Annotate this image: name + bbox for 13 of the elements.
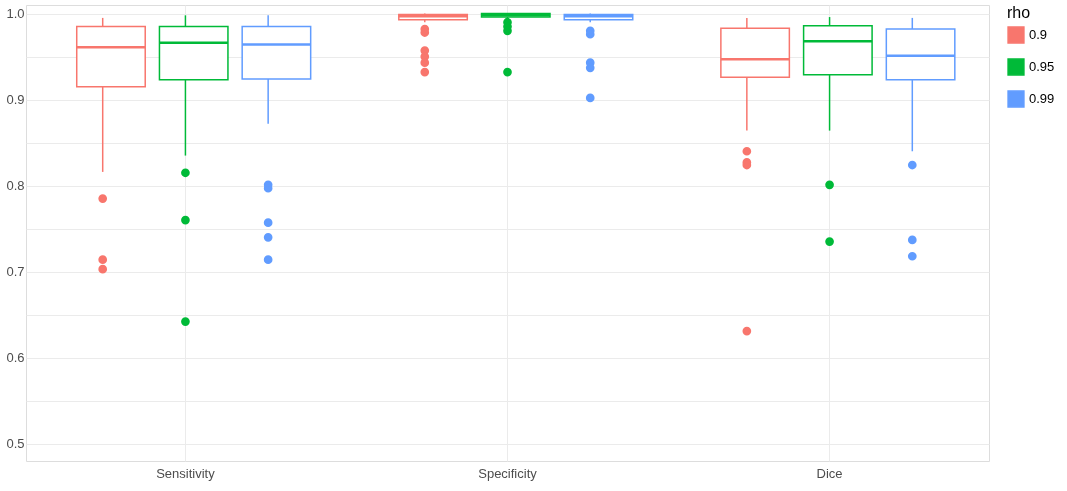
y-tick-label: 0.7 bbox=[6, 264, 25, 280]
y-tick-label: 0.8 bbox=[6, 178, 25, 194]
x-tick-label: Sensitivity bbox=[156, 465, 216, 481]
legend-label: 0.99 bbox=[1029, 91, 1055, 106]
y-tick-label: 0.6 bbox=[6, 350, 25, 366]
y-tick-label: 0.5 bbox=[6, 436, 25, 452]
x-tick-label: Dice bbox=[816, 465, 843, 481]
legend-label: 0.9 bbox=[1029, 27, 1048, 42]
x-tick-label: Specificity bbox=[478, 465, 538, 481]
y-tick-label: 1.0 bbox=[6, 6, 25, 22]
y-tick-label: 0.9 bbox=[6, 92, 25, 108]
legend-label: 0.95 bbox=[1029, 59, 1055, 74]
legend-title: rho bbox=[1007, 4, 1031, 21]
